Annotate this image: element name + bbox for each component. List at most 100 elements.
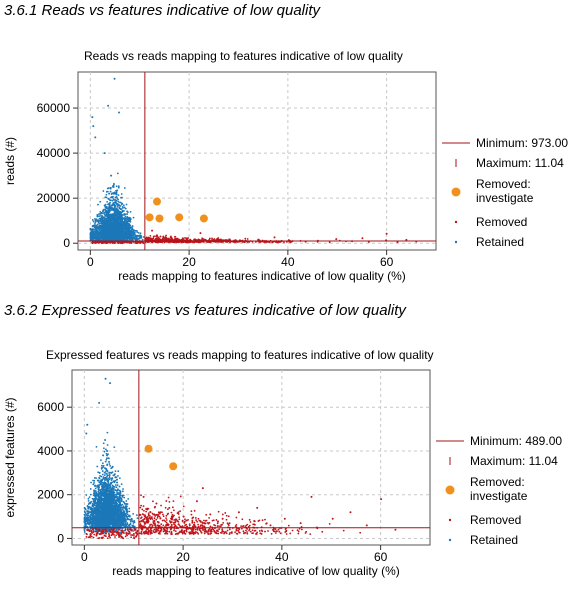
removed-point [138, 241, 141, 243]
retained-point [117, 194, 120, 197]
retained-point [109, 190, 112, 193]
retained-point [115, 232, 118, 235]
retained-point [120, 221, 123, 224]
removed-point [99, 241, 102, 244]
retained-point [90, 238, 93, 240]
retained-point [106, 475, 108, 478]
x-axis-label: reads mapping to features indicative of … [118, 269, 405, 283]
retained-point [109, 206, 112, 208]
retained-point [113, 485, 116, 488]
retained-point [121, 196, 123, 199]
removed-point [385, 232, 388, 235]
retained-point [104, 238, 107, 241]
retained-point [105, 231, 108, 233]
retained-point [115, 211, 118, 214]
retained-point [120, 224, 123, 227]
retained-point [113, 217, 116, 220]
retained-point [125, 224, 128, 227]
removed-point [150, 237, 153, 240]
retained-point [109, 465, 112, 467]
removed-point [157, 236, 160, 239]
retained-point [140, 234, 142, 237]
retained-point [106, 200, 109, 203]
retained-point [114, 217, 117, 220]
removed-point [151, 229, 154, 232]
retained-point [106, 431, 109, 434]
section-heading-expressed-features: 3.6.2 Expressed features vs features ind… [4, 302, 406, 319]
retained-point [106, 444, 109, 446]
removed-point [217, 238, 220, 241]
retained-point [106, 457, 108, 460]
retained-point [114, 484, 117, 486]
retained-point [104, 233, 106, 236]
removed-point [335, 238, 338, 241]
removed-point [142, 242, 145, 245]
legend-minimum-label: Minimum: 973.00 [476, 136, 568, 150]
retained-point [126, 230, 129, 233]
retained-point [113, 77, 116, 80]
removed-point [234, 239, 237, 241]
retained-point [106, 474, 109, 477]
retained-point [124, 215, 127, 218]
retained-point [113, 233, 115, 235]
retained-point [113, 215, 116, 218]
retained-point [88, 496, 91, 499]
retained-point [128, 219, 131, 222]
retained-point [139, 232, 142, 235]
retained-point [94, 220, 97, 223]
retained-point [83, 529, 86, 532]
retained-point [103, 450, 106, 453]
retained-point [119, 232, 122, 235]
removed-point [277, 241, 280, 244]
retained-point [110, 196, 112, 199]
retained-point [119, 229, 122, 232]
retained-point [108, 192, 111, 195]
removed-point [105, 241, 108, 244]
retained-point [106, 220, 109, 223]
retained-point [118, 221, 121, 224]
retained-point [117, 111, 120, 114]
retained-point [113, 199, 116, 201]
retained-point [130, 228, 133, 231]
removed-investigate-point [199, 214, 208, 223]
legend-removed-investigate-label-2: investigate [476, 191, 534, 205]
x-tick-label: 0 [81, 550, 88, 564]
retained-point [121, 214, 124, 216]
retained-point [117, 186, 120, 189]
removed-point [396, 241, 399, 244]
retained-point [122, 228, 125, 231]
removed-point [177, 241, 179, 244]
retained-point [117, 203, 120, 206]
retained-point [85, 522, 88, 525]
retained-point [127, 223, 129, 226]
retained-point [105, 196, 108, 199]
retained-point [89, 237, 92, 239]
removed-point [149, 234, 152, 237]
retained-point [141, 238, 144, 241]
x-tick-label: 40 [281, 255, 295, 269]
retained-point [124, 219, 126, 222]
retained-point [122, 226, 125, 229]
retained-point [129, 224, 132, 227]
retained-point [104, 210, 107, 213]
retained-point [126, 508, 128, 511]
removed-point [202, 238, 205, 240]
retained-point [87, 499, 90, 502]
retained-point [116, 484, 119, 487]
retained-point [125, 203, 128, 206]
retained-point [100, 459, 102, 462]
retained-point [97, 227, 100, 230]
retained-point [130, 230, 133, 233]
retained-point [123, 187, 126, 189]
retained-point [98, 481, 101, 484]
retained-point [104, 232, 106, 234]
removed-point [140, 241, 143, 244]
removed-point [169, 236, 172, 239]
retained-point [101, 212, 104, 215]
x-tick-label: 0 [87, 255, 94, 269]
retained-point [101, 225, 103, 228]
retained-point [114, 470, 117, 473]
removed-point [246, 238, 249, 240]
y-tick-label: 0 [57, 531, 64, 545]
retained-point [119, 226, 121, 229]
